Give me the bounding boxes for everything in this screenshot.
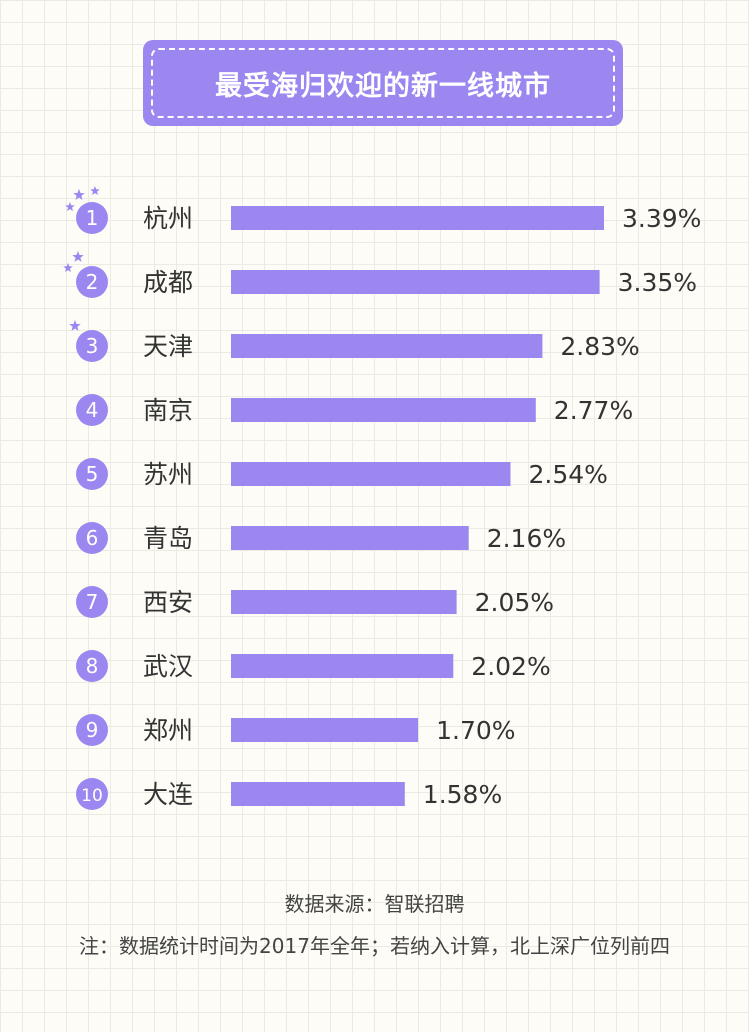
bar-row: 9 郑州 1.70% <box>76 714 516 746</box>
remark-note: 注：数据统计时间为2017年全年；若纳入计算，北上深广位列前四 <box>79 934 670 958</box>
city-label: 大连 <box>143 780 193 809</box>
rank-badge <box>76 458 108 490</box>
source-note: 数据来源：智联招聘 <box>284 892 465 916</box>
rank-number: 10 <box>81 786 103 806</box>
bar <box>231 782 405 806</box>
bar-row: 2 成都 3.35% <box>63 251 697 298</box>
city-label: 郑州 <box>143 716 193 745</box>
bar-row: 1 杭州 3.39% <box>65 186 701 234</box>
chart-title: 最受海归欢迎的新一线城市 <box>151 48 615 118</box>
rank-badge <box>76 394 108 426</box>
rank-badge <box>76 202 108 234</box>
star-icon <box>65 202 75 212</box>
bar-row: 6 青岛 2.16% <box>76 522 566 554</box>
value-label: 3.39% <box>622 204 701 233</box>
title-banner: 最受海归欢迎的新一线城市 <box>143 40 623 126</box>
value-label: 2.77% <box>554 396 633 425</box>
bar <box>231 718 419 742</box>
city-label: 武汉 <box>143 652 193 681</box>
rank-badge <box>76 714 108 746</box>
bar <box>231 206 604 230</box>
star-icon <box>73 189 85 200</box>
value-label: 1.58% <box>423 780 502 809</box>
bar <box>231 654 454 678</box>
bar-row: 5 苏州 2.54% <box>76 458 608 490</box>
bar-row: 7 西安 2.05% <box>76 586 554 618</box>
rank-badge <box>76 650 108 682</box>
city-label: 西安 <box>143 588 193 617</box>
rank-number: 7 <box>86 590 99 614</box>
rank-number: 2 <box>86 270 99 294</box>
value-label: 2.02% <box>471 652 550 681</box>
rank-badge <box>76 778 108 810</box>
rank-number: 6 <box>86 526 99 550</box>
rank-badge <box>76 586 108 618</box>
star-icon <box>90 186 100 196</box>
rank-number: 8 <box>86 654 99 678</box>
bar <box>231 270 600 294</box>
rank-number: 1 <box>86 206 99 230</box>
value-label: 2.83% <box>560 332 639 361</box>
bar <box>231 462 511 486</box>
bar-row: 10 大连 1.58% <box>76 778 502 810</box>
rank-number: 9 <box>86 718 99 742</box>
value-label: 2.05% <box>475 588 554 617</box>
star-icon <box>69 320 81 331</box>
star-icon <box>72 251 84 262</box>
bar-row: 3 天津 2.83% <box>69 320 640 362</box>
bar <box>231 334 543 358</box>
rank-number: 4 <box>86 398 99 422</box>
city-label: 成都 <box>143 268 193 297</box>
city-label: 苏州 <box>143 460 193 489</box>
bar <box>231 398 536 422</box>
bar <box>231 590 457 614</box>
value-label: 3.35% <box>618 268 697 297</box>
bar <box>231 526 469 550</box>
rank-number: 5 <box>86 462 99 486</box>
value-label: 2.16% <box>487 524 566 553</box>
city-label: 天津 <box>143 332 193 361</box>
city-label: 杭州 <box>143 204 193 233</box>
rank-badge <box>76 266 108 298</box>
bar-row: 4 南京 2.77% <box>76 394 633 426</box>
value-label: 2.54% <box>529 460 608 489</box>
city-label: 青岛 <box>143 524 193 553</box>
rank-badge <box>76 522 108 554</box>
bar-row: 8 武汉 2.02% <box>76 650 551 682</box>
rank-badge <box>76 330 108 362</box>
city-label: 南京 <box>143 396 193 425</box>
value-label: 1.70% <box>436 716 515 745</box>
star-icon <box>63 263 73 273</box>
rank-number: 3 <box>86 334 99 358</box>
